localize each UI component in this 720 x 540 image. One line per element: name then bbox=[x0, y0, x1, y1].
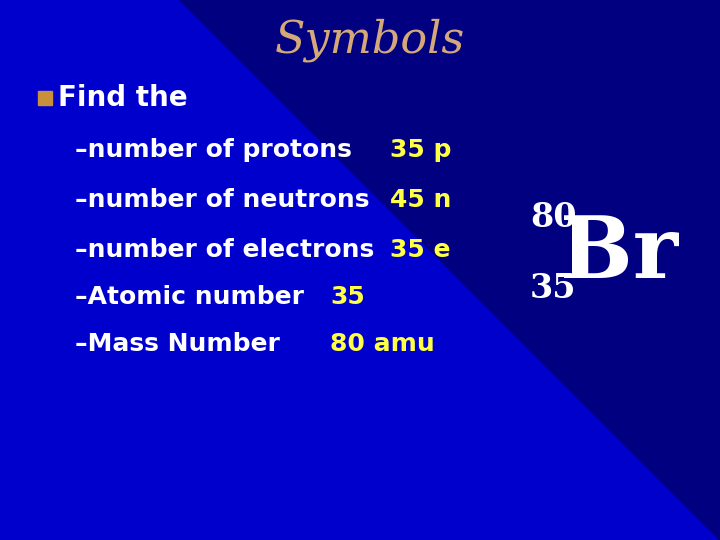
Text: Find the: Find the bbox=[58, 84, 188, 112]
Polygon shape bbox=[130, 0, 720, 540]
Text: 35: 35 bbox=[330, 285, 365, 309]
Text: –number of protons: –number of protons bbox=[75, 138, 352, 162]
Bar bbox=[38, 91, 52, 105]
Text: –number of electrons: –number of electrons bbox=[75, 238, 374, 262]
Text: 80 amu: 80 amu bbox=[330, 332, 435, 356]
Text: 35: 35 bbox=[530, 272, 577, 305]
Text: –Mass Number: –Mass Number bbox=[75, 332, 280, 356]
Text: –number of neutrons: –number of neutrons bbox=[75, 188, 369, 212]
Text: –Atomic number: –Atomic number bbox=[75, 285, 304, 309]
Text: 45 n: 45 n bbox=[390, 188, 451, 212]
Text: Br: Br bbox=[560, 212, 678, 296]
Text: 80: 80 bbox=[530, 201, 577, 234]
Text: Symbols: Symbols bbox=[275, 18, 465, 62]
Text: 35 p: 35 p bbox=[390, 138, 451, 162]
Text: 35 e: 35 e bbox=[390, 238, 451, 262]
